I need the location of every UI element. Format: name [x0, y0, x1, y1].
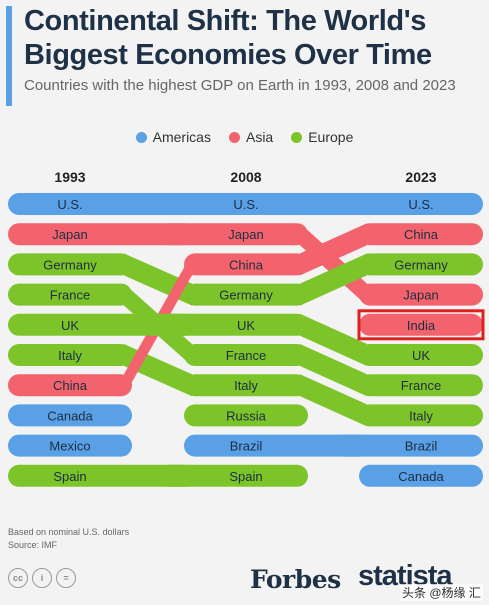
box-us-1993 [8, 193, 196, 215]
watermark: 头条 @杨缘 汇 [400, 584, 483, 601]
box-japan-2008 [158, 223, 308, 246]
box-uk-2023 [359, 344, 483, 366]
connector-italy [300, 374, 367, 427]
legend-label-europe: Europe [308, 129, 354, 145]
label-japan-1993: Japan [52, 227, 87, 242]
column-header-1993: 1993 [54, 169, 85, 185]
label-germany-2023: Germany [394, 257, 448, 272]
legend-dot-asia [228, 131, 240, 143]
label-france-2008: France [226, 348, 266, 363]
label-canada-2023: Canada [398, 469, 444, 484]
label-russia-2008: Russia [226, 408, 267, 423]
label-china-2023: China [404, 227, 439, 242]
box-japan-1993 [8, 223, 196, 246]
box-japan-2023 [359, 283, 483, 306]
box-italy-2023 [359, 404, 483, 427]
box-france-2023 [359, 374, 483, 397]
legend-dot-americas [135, 131, 147, 143]
connector-uk [300, 313, 367, 366]
label-brazil-2008: Brazil [230, 439, 263, 454]
label-spain-2008: Spain [229, 469, 262, 484]
chart-title: Continental Shift: The World's Biggest E… [24, 5, 432, 71]
box-canada-2023 [359, 464, 483, 487]
box-mexico-1993 [8, 434, 132, 457]
box-us-2008 [158, 193, 371, 215]
column-header-2023: 2023 [405, 169, 436, 185]
box-china-2023 [359, 223, 483, 246]
box-germany-1993 [8, 253, 132, 276]
label-china-1993: China [53, 378, 88, 393]
box-germany-2008 [184, 283, 308, 306]
footnote-basis: Based on nominal U.S. dollars [8, 527, 130, 537]
box-russia-2008 [184, 404, 308, 427]
box-india-2023 [359, 313, 483, 336]
label-france-2023: France [401, 378, 441, 393]
legend-label-asia: Asia [245, 129, 274, 145]
box-germany-2023 [359, 253, 483, 276]
box-spain-2008 [158, 464, 308, 487]
label-germany-2008: Germany [219, 288, 273, 303]
country-labels: U.S. U.S. U.S. Japan Japan Japan Germany German… [43, 197, 448, 484]
highlight-outline-india [357, 309, 485, 341]
label-france-1993: France [50, 288, 90, 303]
box-brazil-2008 [184, 434, 371, 457]
footnote: Based on nominal U.S. dollars Source: IM… [8, 526, 129, 552]
box-uk-1993 [8, 313, 196, 336]
label-mexico-1993: Mexico [49, 439, 90, 454]
label-uk-2008: UK [237, 318, 255, 333]
label-japan-2008: Japan [228, 227, 263, 242]
chart-subtitle: Countries with the highest GDP on Earth … [24, 77, 456, 94]
box-china-2008 [184, 253, 308, 276]
cc-icon: cc [8, 568, 28, 588]
box-brazil-2023 [333, 434, 483, 457]
box-canada-1993 [8, 404, 132, 427]
legend-item-europe: Europe [291, 129, 353, 145]
legend-label-americas: Americas [152, 129, 211, 145]
label-uk-2023: UK [412, 348, 430, 363]
label-italy-1993: Italy [58, 348, 82, 363]
box-spain-1993 [8, 464, 196, 487]
legend: Americas Asia Europe [0, 129, 489, 145]
box-france-2008 [184, 344, 308, 366]
label-uk-1993: UK [61, 318, 79, 333]
label-germany-1993: Germany [43, 257, 97, 272]
label-brazil-2023: Brazil [405, 439, 438, 454]
footnote-source: Source: IMF [8, 540, 58, 550]
box-china-1993 [8, 374, 132, 397]
connector-france [300, 344, 367, 397]
label-us-2008: U.S. [233, 197, 258, 212]
label-canada-1993: Canada [47, 408, 93, 423]
box-us-2023 [333, 193, 483, 215]
legend-item-americas: Americas [135, 129, 211, 145]
box-france-1993 [8, 283, 132, 306]
label-spain-1993: Spain [53, 469, 86, 484]
country-boxes [8, 193, 483, 487]
box-italy-1993 [8, 344, 132, 366]
label-us-2023: U.S. [408, 197, 433, 212]
title-accent-bar [6, 6, 12, 106]
connector-china [300, 223, 367, 276]
legend-dot-europe [291, 131, 303, 143]
label-italy-2023: Italy [409, 408, 433, 423]
box-uk-2008 [158, 313, 308, 336]
label-us-1993: U.S. [57, 197, 82, 212]
legend-item-asia: Asia [228, 129, 274, 145]
connector-japan [300, 223, 367, 306]
label-japan-2023: Japan [403, 288, 438, 303]
label-china-2008: China [229, 257, 264, 272]
attribution-icon: i [32, 568, 52, 588]
column-header-2008: 2008 [230, 169, 261, 185]
label-india-2023: India [407, 318, 436, 333]
bump-chart: 1993 2008 2023 U.S. U.S. U.S. Japan Japan Japan G… [8, 169, 485, 487]
license-icons: cc i = [8, 568, 76, 588]
no-derivatives-icon: = [56, 568, 76, 588]
label-italy-2008: Italy [234, 378, 258, 393]
box-italy-2008 [184, 374, 308, 397]
connector-germany [300, 253, 367, 306]
forbes-logo: Forbes [250, 565, 341, 594]
